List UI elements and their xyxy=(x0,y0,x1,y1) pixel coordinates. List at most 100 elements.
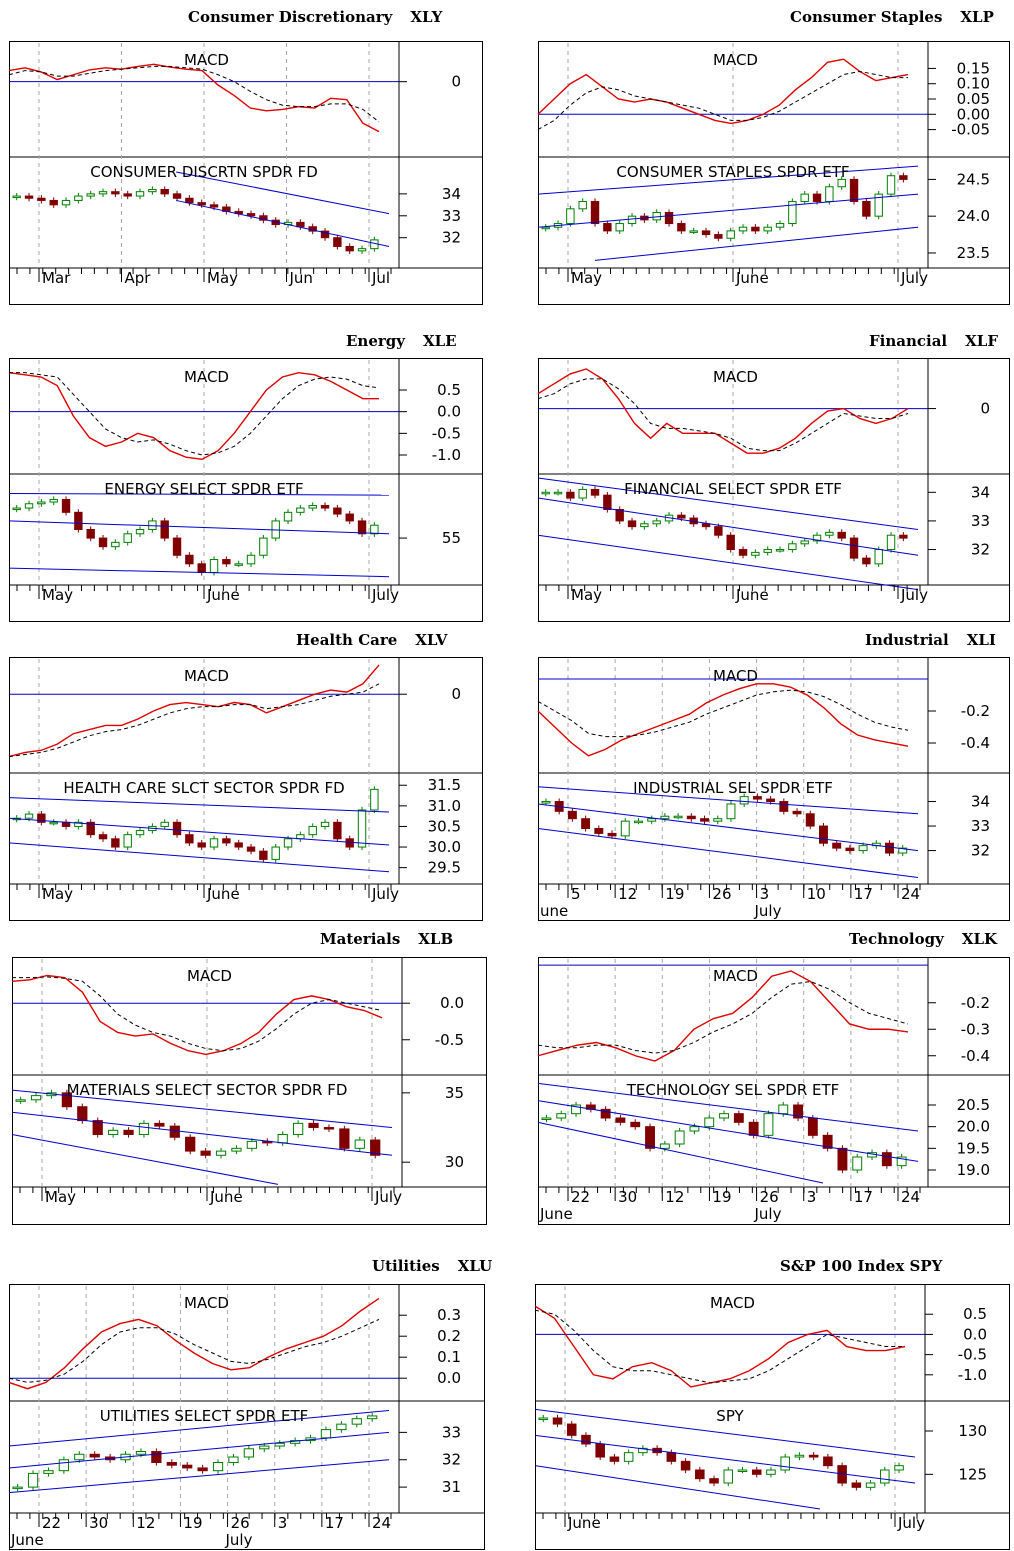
candle xyxy=(780,1456,790,1471)
candle xyxy=(98,537,108,548)
x-month-label: June xyxy=(539,1205,573,1223)
candle xyxy=(169,1125,180,1138)
candle xyxy=(812,534,822,542)
candle xyxy=(27,1472,39,1488)
candle xyxy=(243,1448,254,1458)
candle xyxy=(819,825,828,844)
x-tick-label: 19 xyxy=(665,885,684,903)
sector-name: Utilities xyxy=(372,1257,440,1275)
candle xyxy=(197,1467,208,1472)
panel-title-xli: Industrial XLI xyxy=(865,631,996,649)
macd-tick-label: 0.5 xyxy=(437,381,461,399)
candle xyxy=(849,537,859,559)
trend-channel-line xyxy=(537,477,919,530)
x-tick-label: 17 xyxy=(325,1514,344,1532)
candle xyxy=(185,197,194,204)
candle xyxy=(367,1415,378,1420)
candle xyxy=(351,1418,362,1425)
candle xyxy=(566,208,575,225)
candle xyxy=(61,498,71,513)
x-tick-label: May xyxy=(42,586,73,604)
candle xyxy=(812,193,822,202)
sector-name: S&P 100 Index SPY xyxy=(780,1257,943,1275)
price-tick-label: 31 xyxy=(442,1478,461,1496)
price-tick-label: 32 xyxy=(442,1451,461,1469)
x-tick-label: May xyxy=(42,885,73,903)
trend-channel-line xyxy=(8,1431,390,1469)
x-tick-label: 3 xyxy=(807,1188,817,1206)
macd-tick-label: 0.5 xyxy=(963,1305,987,1323)
candle xyxy=(766,1469,776,1475)
candle xyxy=(24,813,34,819)
candle xyxy=(86,529,95,539)
macd-tick-label: -0.2 xyxy=(961,702,990,720)
trend-channel-line xyxy=(8,842,390,873)
candle xyxy=(37,501,46,505)
trend-channel-line xyxy=(534,1434,916,1484)
candle xyxy=(151,1451,162,1463)
x-tick-label: May xyxy=(571,586,602,604)
candle xyxy=(541,491,550,495)
price-tick-label: 32 xyxy=(442,229,461,247)
candle xyxy=(49,199,58,206)
candle xyxy=(12,1486,23,1490)
candle xyxy=(160,188,169,195)
candle xyxy=(794,1454,805,1458)
x-tick-label: 19 xyxy=(183,1514,202,1532)
x-tick-label: 22 xyxy=(571,1188,590,1206)
candle xyxy=(135,1451,147,1455)
price-tick-label: 34 xyxy=(971,483,990,501)
price-tick-label: 35 xyxy=(445,1084,464,1102)
candle xyxy=(185,1136,196,1152)
candle xyxy=(15,1099,26,1102)
macd-tick-label: -0.4 xyxy=(961,1047,990,1065)
candle xyxy=(778,1104,789,1115)
candle xyxy=(793,1104,803,1119)
x-month-label: July xyxy=(225,1531,253,1549)
candle xyxy=(308,825,317,836)
candle xyxy=(845,847,855,852)
macd-signal-line xyxy=(12,976,383,1052)
candle xyxy=(234,842,243,848)
macd-tick-label: -1.0 xyxy=(432,446,461,464)
candle xyxy=(333,507,342,515)
x-tick-label: June xyxy=(735,586,769,604)
candle xyxy=(609,1456,620,1462)
candle xyxy=(627,520,637,528)
panel-title-xlb: Materials XLB xyxy=(320,930,453,948)
macd-signal-line xyxy=(8,683,380,758)
price-label: CONSUMER DISCRTN SPDR FD xyxy=(90,163,318,181)
candle xyxy=(111,191,120,195)
macd-line xyxy=(534,1305,906,1388)
candle xyxy=(308,504,317,509)
x-tick-label: May xyxy=(45,1188,76,1206)
chart-xlb: MACD 0.0 -0.5 MATERIALS SELECT SECTOR SPDR … xyxy=(11,957,487,1225)
trend-channel-line xyxy=(8,1459,390,1494)
macd-signal-line xyxy=(534,1309,905,1384)
panel-frame xyxy=(535,1284,1010,1550)
candle xyxy=(775,223,785,228)
candle xyxy=(541,801,551,804)
x-tick-label: 12 xyxy=(665,1188,684,1206)
candle xyxy=(659,1143,670,1149)
macd-tick-label: 0.15 xyxy=(957,59,990,77)
candle xyxy=(865,1482,876,1488)
candle xyxy=(541,1117,552,1120)
candle xyxy=(354,1139,365,1149)
candle xyxy=(590,200,600,225)
candle xyxy=(259,850,268,860)
candle xyxy=(283,838,293,848)
macd-label: MACD xyxy=(187,967,232,985)
macd-tick-label: -0.5 xyxy=(435,1031,464,1049)
candle xyxy=(733,1113,744,1123)
candle xyxy=(704,1117,715,1128)
candle xyxy=(58,1459,69,1472)
macd-tick-label: 0.3 xyxy=(437,1306,461,1324)
candle xyxy=(600,1108,611,1119)
macd-label: MACD xyxy=(710,1294,755,1312)
price-label: INDUSTRIAL SEL SPDR ETF xyxy=(633,779,833,797)
candle xyxy=(37,813,46,823)
candle xyxy=(185,834,194,844)
candle xyxy=(345,513,354,522)
trend-channel-line xyxy=(594,226,919,261)
